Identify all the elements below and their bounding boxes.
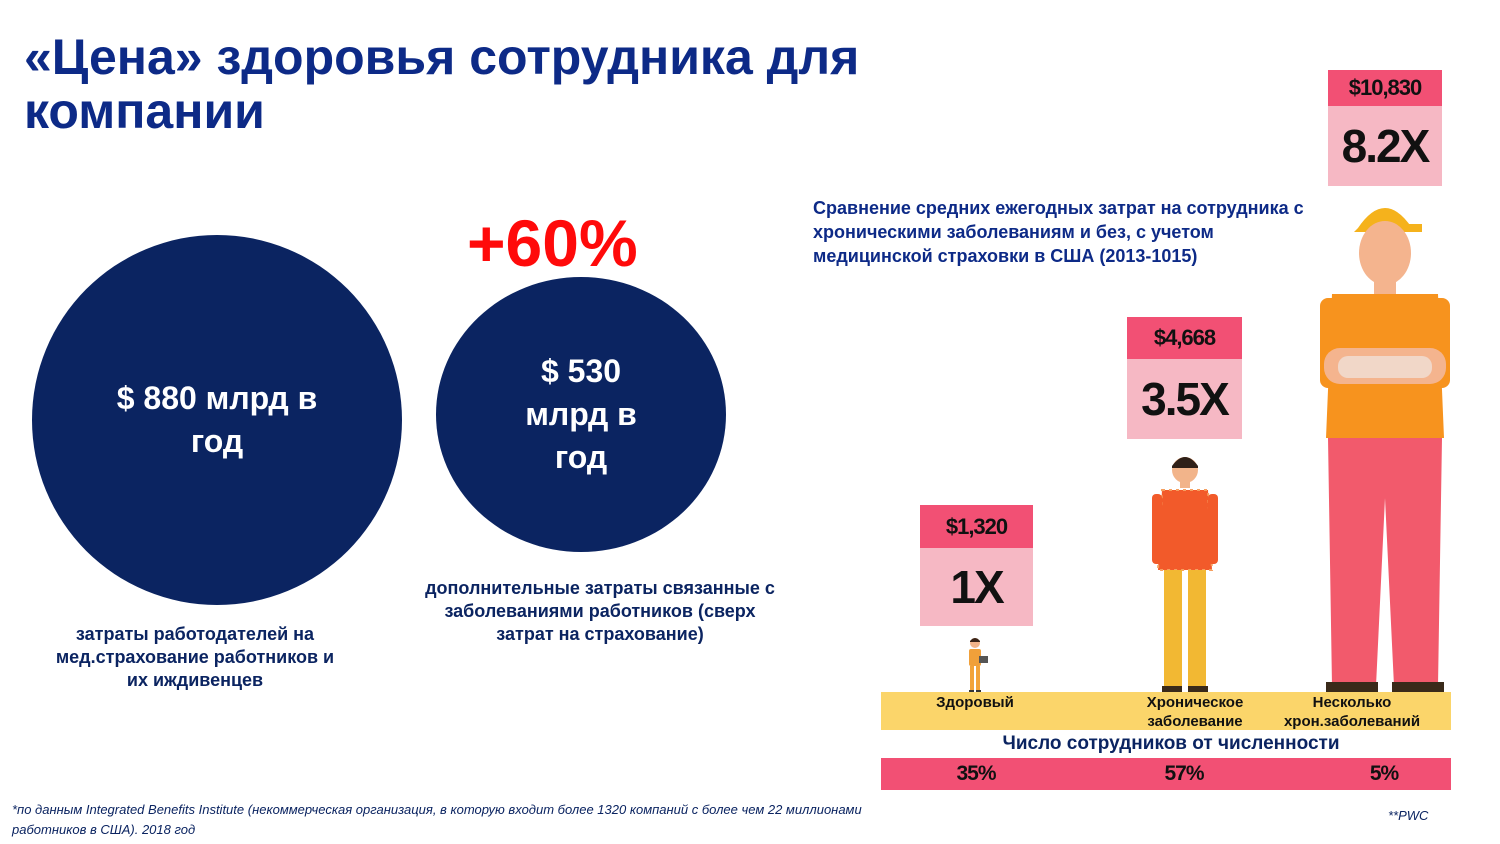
share-bar (881, 758, 1451, 790)
multiple-chronic-cost-box: $10,830 8.2X (1328, 70, 1442, 186)
small-person-illustration (969, 638, 988, 693)
large-person-illustration (1320, 208, 1450, 692)
total-cost-caption: затраты работодателей на мед.страхование… (55, 624, 335, 690)
additional-cost-caption: дополнительные затраты связанные с забол… (425, 578, 775, 644)
comparison-description: Сравнение средних ежегодных затрат на со… (813, 198, 1304, 266)
chronic-cost-box: $4,668 3.5X (1127, 317, 1242, 439)
healthy-cost-box: $1,320 1X (920, 505, 1033, 626)
healthy-amount: $1,320 (920, 505, 1033, 548)
footnote: *по данным Integrated Benefits Institute… (12, 802, 862, 837)
healthy-multiplier: 1X (920, 548, 1033, 626)
category-band (881, 692, 1451, 730)
source-note: **PWC (1388, 808, 1429, 823)
total-cost-value: $ 880 млрд в год (116, 380, 318, 459)
category-healthy: Здоровый (936, 694, 1014, 711)
chronic-amount: $4,668 (1127, 317, 1242, 359)
total-cost-circle: $ 880 млрд в год (32, 235, 402, 605)
additional-cost-circle: $ 530 млрд в год (436, 277, 726, 552)
additional-cost-value: $ 530 млрд в год (525, 353, 637, 475)
medium-person-illustration (1152, 457, 1218, 692)
increase-percent: +60% (467, 206, 638, 280)
page-title: «Цена» здоровья сотрудника для компании (24, 29, 860, 139)
category-chronic: Хроническое заболевание (1146, 694, 1244, 730)
category-multiple-chronic: Несколько хрон.заболеваний (1283, 694, 1421, 730)
share-chronic: 57% (1164, 762, 1204, 785)
share-multiple-chronic: 5% (1369, 762, 1399, 785)
chronic-multiplier: 3.5X (1127, 359, 1242, 439)
share-title: Число сотрудников от численности (1002, 733, 1340, 754)
multiple-chronic-multiplier: 8.2X (1328, 106, 1442, 186)
share-healthy: 35% (956, 762, 996, 785)
multiple-chronic-amount: $10,830 (1328, 70, 1442, 106)
